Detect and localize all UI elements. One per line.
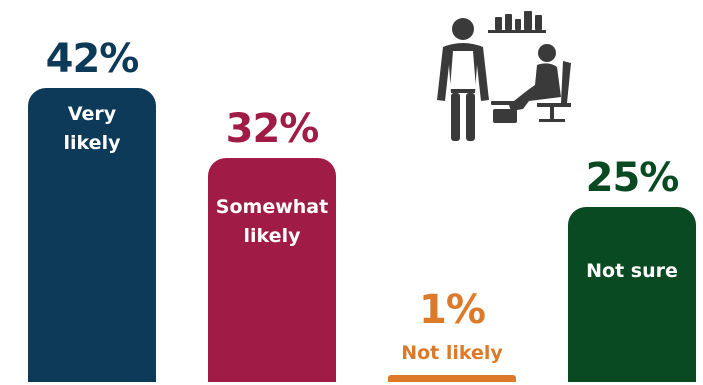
value-label-not-likely: 1% — [419, 287, 486, 333]
bar-not-sure — [568, 207, 696, 382]
bar-not-likely — [388, 375, 516, 382]
category-label-somewhat-likely: Somewhat likely — [215, 196, 329, 247]
bar-very-likely — [28, 88, 156, 382]
salon-worker-pedicure-icon — [437, 11, 571, 141]
bar-somewhat-likely — [208, 158, 336, 382]
category-label-very-likely: Very likely — [63, 103, 121, 154]
category-label-not-likely: Not likely — [401, 342, 503, 364]
value-label-somewhat-likely: 32% — [225, 106, 320, 152]
category-label-not-sure: Not sure — [586, 260, 678, 282]
value-label-very-likely: 42% — [45, 36, 140, 82]
value-label-not-sure: 25% — [585, 155, 680, 201]
